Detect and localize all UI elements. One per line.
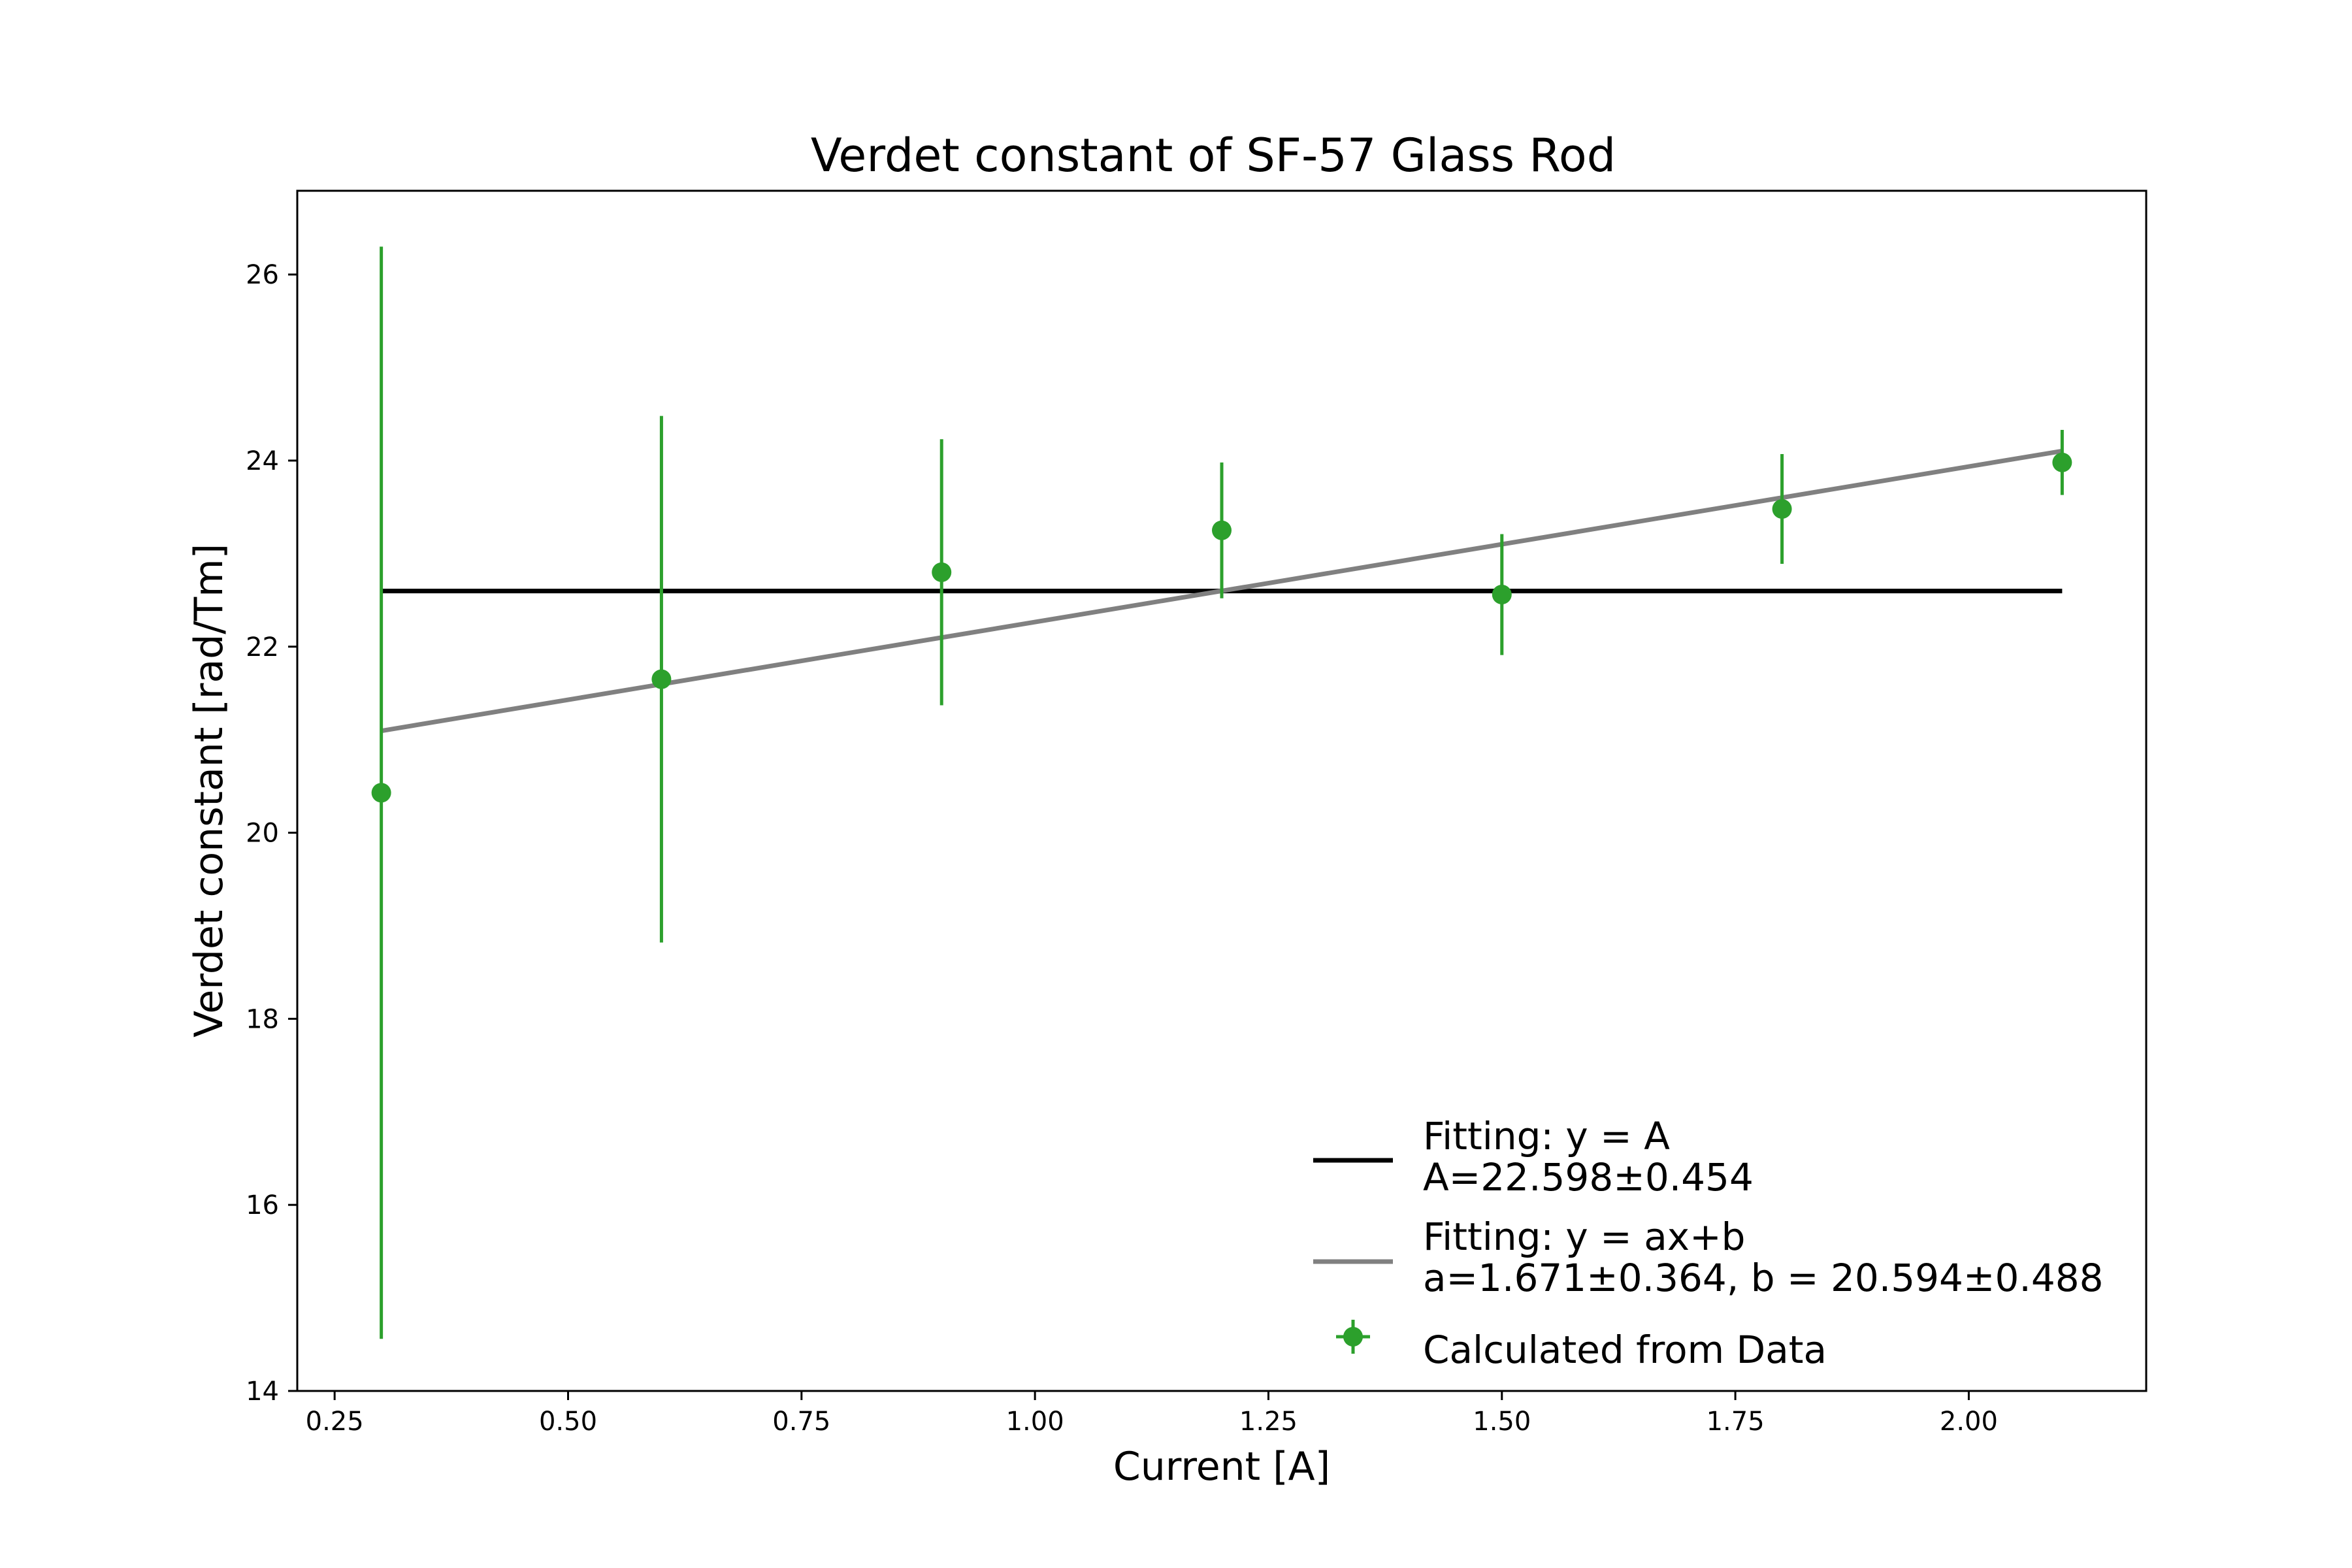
y-tick-label: 16 bbox=[246, 1190, 279, 1220]
y-tick-label: 24 bbox=[246, 446, 279, 476]
y-tick-label: 20 bbox=[246, 819, 279, 849]
plot-area bbox=[371, 246, 2072, 1339]
data-point bbox=[2052, 452, 2072, 472]
legend: Fitting: y = A A=22.598±0.454 Fitting: y =… bbox=[1313, 1114, 2104, 1372]
x-tick-label: 2.00 bbox=[1940, 1407, 1998, 1437]
x-tick-label: 1.00 bbox=[1006, 1407, 1064, 1437]
y-tick-label: 22 bbox=[246, 632, 279, 662]
x-axis: 0.25 0.50 0.75 1.00 1.25 1.50 1.75 2.00 bbox=[306, 1391, 1998, 1437]
x-tick-label: 0.50 bbox=[539, 1407, 597, 1437]
y-tick-label: 26 bbox=[246, 260, 279, 290]
legend-label: Fitting: y = ax+b a=1.671±0.364, b = 20.5… bbox=[1423, 1215, 2104, 1300]
y-tick-label: 18 bbox=[246, 1004, 279, 1034]
data-point bbox=[1772, 499, 1792, 519]
y-axis-label: Verdet constant [rad/Tm] bbox=[186, 544, 232, 1037]
data-point bbox=[932, 562, 952, 582]
x-tick-label: 0.75 bbox=[772, 1407, 830, 1437]
data-point bbox=[651, 669, 672, 689]
data-point bbox=[1492, 585, 1512, 605]
x-tick-label: 0.25 bbox=[306, 1407, 364, 1437]
y-tick-label: 14 bbox=[246, 1377, 279, 1407]
legend-label: Calculated from Data bbox=[1423, 1328, 1827, 1372]
legend-label: Fitting: y = A A=22.598±0.454 bbox=[1423, 1114, 1754, 1200]
chart-title: Verdet constant of SF-57 Glass Rod bbox=[811, 129, 1616, 182]
plot-frame bbox=[296, 189, 2148, 1392]
y-axis: 14 16 18 20 22 24 26 bbox=[246, 260, 297, 1407]
data-point bbox=[1212, 520, 1232, 540]
data-point bbox=[371, 783, 391, 803]
x-tick-label: 1.50 bbox=[1473, 1407, 1531, 1437]
x-axis-label: Current [A] bbox=[1113, 1444, 1330, 1490]
legend-marker-swatch bbox=[1343, 1327, 1363, 1347]
x-tick-label: 1.25 bbox=[1239, 1407, 1298, 1437]
x-tick-label: 1.75 bbox=[1707, 1407, 1765, 1437]
